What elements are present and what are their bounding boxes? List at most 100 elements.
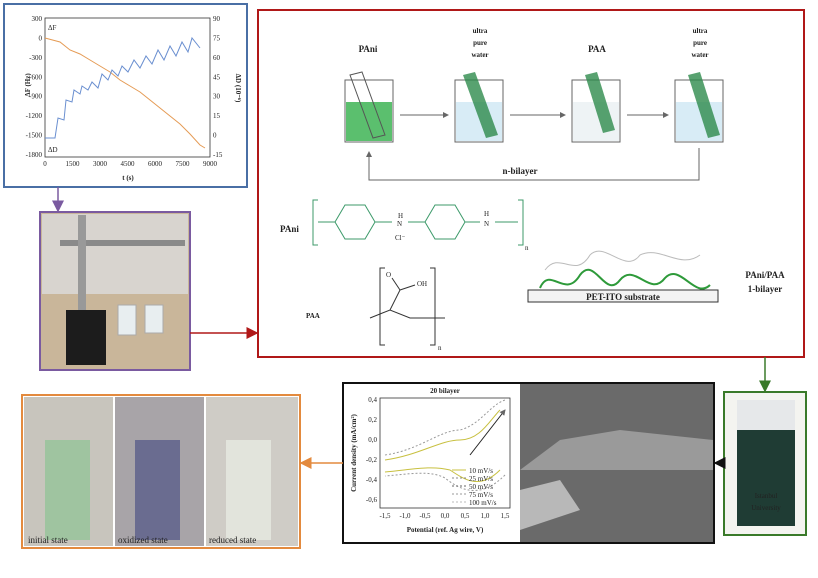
tick-label: 0 <box>39 34 43 42</box>
label: PAni/PAA <box>745 270 785 280</box>
legend-label: 25 mV/s <box>469 475 493 483</box>
tick-label: 0,2 <box>368 416 377 424</box>
shape <box>312 199 318 246</box>
tick-label: 1,0 <box>481 512 490 520</box>
shape: -1,5 -1,0 -0,5 0,0 0,5 1,0 1,5 <box>379 512 509 520</box>
shape <box>45 36 201 139</box>
shape <box>688 72 720 138</box>
shape <box>520 480 580 530</box>
tick-label: -300 <box>29 54 42 62</box>
label: ultra <box>473 27 488 35</box>
label: t (s) <box>122 174 134 182</box>
tick-label: 3000 <box>93 160 108 168</box>
shape <box>463 72 498 138</box>
label: PET-ITO substrate <box>586 292 660 302</box>
shape <box>226 440 271 540</box>
label: PAA <box>588 44 606 54</box>
tick-label: -600 <box>29 73 42 81</box>
shape <box>527 289 719 303</box>
label: ΔD (10⁻⁶) <box>234 74 242 103</box>
tick-label: 15 <box>213 112 221 120</box>
label: PAni <box>359 44 378 54</box>
shape <box>384 409 501 483</box>
shape <box>60 240 185 246</box>
shape: 0,4 0,2 0,0 -0,2 -0,4 -0,6 <box>366 396 378 504</box>
tick-label: -900 <box>29 93 42 101</box>
label: Istanbul <box>755 492 778 500</box>
tick-label: 6000 <box>148 160 163 168</box>
tick-label: 4500 <box>121 160 136 168</box>
label: N <box>397 220 402 228</box>
label: ΔF <box>48 24 57 32</box>
label: pure <box>693 39 707 47</box>
shape <box>430 267 436 346</box>
shape <box>369 309 445 319</box>
shape <box>44 17 211 158</box>
label: Potential (ref. Ag wire, V) <box>407 526 484 534</box>
shape <box>379 267 385 346</box>
label: n <box>438 344 442 352</box>
shape <box>399 284 416 291</box>
shape: 300 0 -300 -600 -900 -1200 -1500 -1800 <box>26 15 43 159</box>
tick-label: -0,4 <box>366 476 378 484</box>
shape <box>366 148 700 181</box>
label: 20 bilayer <box>430 387 460 395</box>
legend-label: 100 mV/s <box>469 499 497 507</box>
tick-label: 9000 <box>203 160 218 168</box>
shape <box>257 9 805 358</box>
tick-label: 90 <box>213 15 221 23</box>
shape <box>518 199 524 246</box>
tick-label: 1,5 <box>501 512 510 520</box>
states-photo: initial state oxidized state reduced sta… <box>21 394 301 549</box>
process-panel: PAni ultra pure water PAA ultra pure wat… <box>257 9 805 358</box>
shape <box>469 409 506 456</box>
label: PAA <box>306 312 320 320</box>
shape <box>3 3 248 188</box>
tick-label: -1500 <box>26 132 43 140</box>
label: reduced state <box>209 535 256 545</box>
label: ΔF (Hz) <box>24 73 32 97</box>
label: OH <box>417 280 427 288</box>
label: Cl⁻ <box>395 234 406 242</box>
label: water <box>471 51 488 59</box>
tick-label: 300 <box>32 15 43 23</box>
tick-label: 0 <box>213 132 217 140</box>
label: n <box>525 244 529 252</box>
solution-photo: Istanbul University <box>723 391 807 536</box>
label: initial state <box>28 535 68 545</box>
tick-label: 30 <box>213 93 221 101</box>
shape <box>539 268 711 290</box>
shape: 0 1500 3000 4500 6000 7500 9000 <box>43 160 217 168</box>
label: PAni <box>280 224 299 234</box>
tick-label: -1,5 <box>379 512 391 520</box>
tick-label: -1,0 <box>399 512 411 520</box>
shape <box>66 310 106 365</box>
shape <box>520 430 713 470</box>
tick-label: -0,6 <box>366 496 378 504</box>
shape <box>78 215 86 310</box>
label: N <box>484 220 489 228</box>
tick-label: 0,4 <box>368 396 377 404</box>
label: pure <box>473 39 487 47</box>
label: water <box>691 51 708 59</box>
shape <box>391 277 401 291</box>
shape <box>737 400 795 430</box>
shape <box>117 304 137 336</box>
label: H <box>398 212 403 220</box>
shape <box>349 71 386 139</box>
tick-label: 60 <box>213 54 221 62</box>
shape <box>135 440 180 540</box>
qcm-panel: ΔF (Hz) ΔD (10⁻⁶) t (s) ΔF ΔD 3000-300-6… <box>3 3 248 188</box>
tick-label: 0,0 <box>368 436 377 444</box>
shape <box>312 199 524 246</box>
shape: 90 75 60 45 30 15 0 -15 <box>213 15 223 159</box>
legend-label: 75 mV/s <box>469 491 493 499</box>
label: University <box>751 504 781 512</box>
label: n-bilayer <box>503 166 538 176</box>
tick-label: 0,5 <box>461 512 470 520</box>
shape <box>544 250 701 271</box>
label: oxidized state <box>118 535 168 545</box>
tick-label: -15 <box>213 151 223 159</box>
